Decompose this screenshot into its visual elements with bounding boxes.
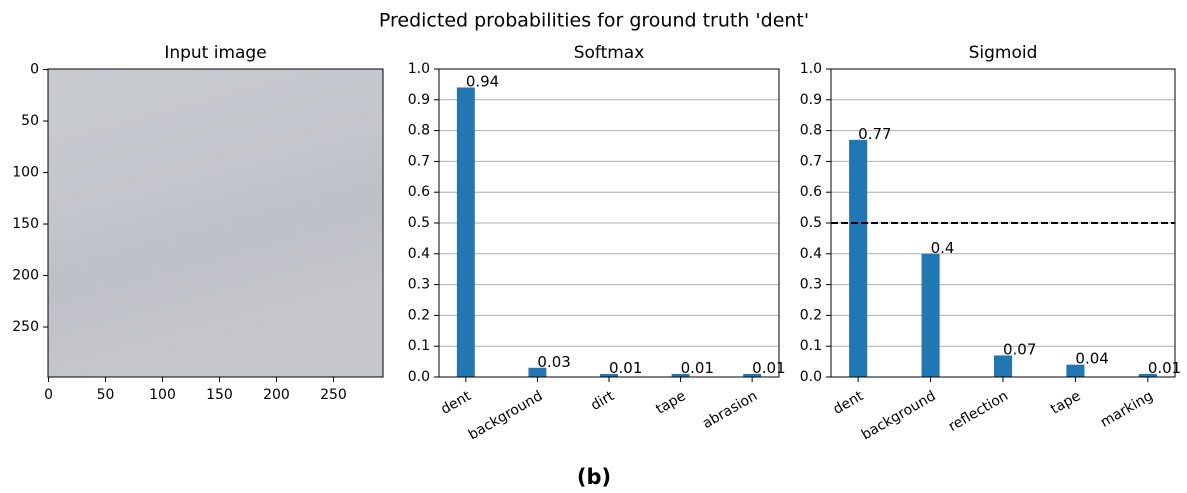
- x-tick-label: background: [466, 388, 546, 443]
- y-tick-label: 0.3: [800, 277, 822, 293]
- x-tick-label: dent: [831, 388, 867, 418]
- x-tick-label: marking: [1098, 388, 1156, 431]
- y-tick-label: 0.1: [800, 338, 822, 354]
- value-label: 0.4: [931, 239, 955, 257]
- y-tick-label: 0.9: [408, 92, 430, 108]
- value-label: 0.03: [537, 353, 570, 371]
- figure-title: Predicted probabilities for ground truth…: [379, 10, 809, 32]
- x-tick-label: 150: [206, 387, 233, 403]
- x-tick-label: background: [859, 388, 939, 443]
- value-label: 0.04: [1075, 350, 1108, 368]
- bar: [457, 87, 475, 377]
- y-tick-label: 50: [21, 113, 39, 129]
- y-tick-label: 0.0: [800, 369, 822, 385]
- value-label: 0.01: [752, 359, 785, 377]
- x-tick-label: dirt: [588, 388, 617, 414]
- value-label: 0.77: [858, 125, 891, 143]
- y-tick-label: 200: [12, 268, 39, 284]
- x-tick-label: 250: [320, 387, 347, 403]
- subplot-title: Sigmoid: [969, 43, 1038, 63]
- x-tick-label: 200: [263, 387, 290, 403]
- y-tick-label: 0.8: [800, 123, 822, 139]
- value-label: 0.01: [1148, 359, 1181, 377]
- bar: [994, 355, 1012, 377]
- x-tick-label: reflection: [946, 388, 1011, 435]
- y-tick-label: 0.6: [408, 184, 430, 200]
- y-tick-label: 0.0: [408, 369, 430, 385]
- bar: [849, 140, 867, 377]
- subplot-title: Softmax: [574, 43, 645, 63]
- y-tick-label: 0.2: [800, 307, 822, 323]
- subplot-title: Input image: [164, 43, 266, 63]
- x-tick-label: 0: [44, 387, 53, 403]
- y-tick-label: 0.3: [408, 277, 430, 293]
- x-tick-label: tape: [1048, 388, 1083, 418]
- bar: [922, 254, 940, 377]
- caption: (b): [577, 465, 611, 489]
- y-tick-label: 0.7: [408, 153, 430, 169]
- y-tick-label: 0: [30, 62, 39, 78]
- x-tick-label: 50: [97, 387, 115, 403]
- y-tick-label: 0.2: [408, 307, 430, 323]
- value-label: 0.07: [1003, 340, 1036, 358]
- y-tick-label: 0.9: [800, 92, 822, 108]
- y-tick-label: 0.4: [408, 246, 430, 262]
- x-tick-label: tape: [653, 388, 688, 418]
- value-label: 0.94: [466, 72, 499, 90]
- input-image: [48, 69, 383, 377]
- y-tick-label: 0.6: [800, 184, 822, 200]
- x-tick-label: 100: [149, 387, 176, 403]
- value-label: 0.01: [609, 359, 642, 377]
- y-tick-label: 0.7: [800, 153, 822, 169]
- y-tick-label: 0.8: [408, 123, 430, 139]
- y-tick-label: 250: [12, 319, 39, 335]
- x-tick-label: dent: [438, 388, 474, 418]
- x-tick-label: abrasion: [700, 388, 760, 432]
- y-tick-label: 0.5: [800, 215, 822, 231]
- y-tick-label: 0.5: [408, 215, 430, 231]
- y-tick-label: 0.4: [800, 246, 822, 262]
- value-label: 0.01: [681, 359, 714, 377]
- y-tick-label: 150: [12, 216, 39, 232]
- figure: Predicted probabilities for ground truth…: [0, 0, 1187, 493]
- y-tick-label: 1.0: [800, 61, 822, 77]
- y-tick-label: 100: [12, 165, 39, 181]
- y-tick-label: 1.0: [408, 61, 430, 77]
- y-tick-label: 0.1: [408, 338, 430, 354]
